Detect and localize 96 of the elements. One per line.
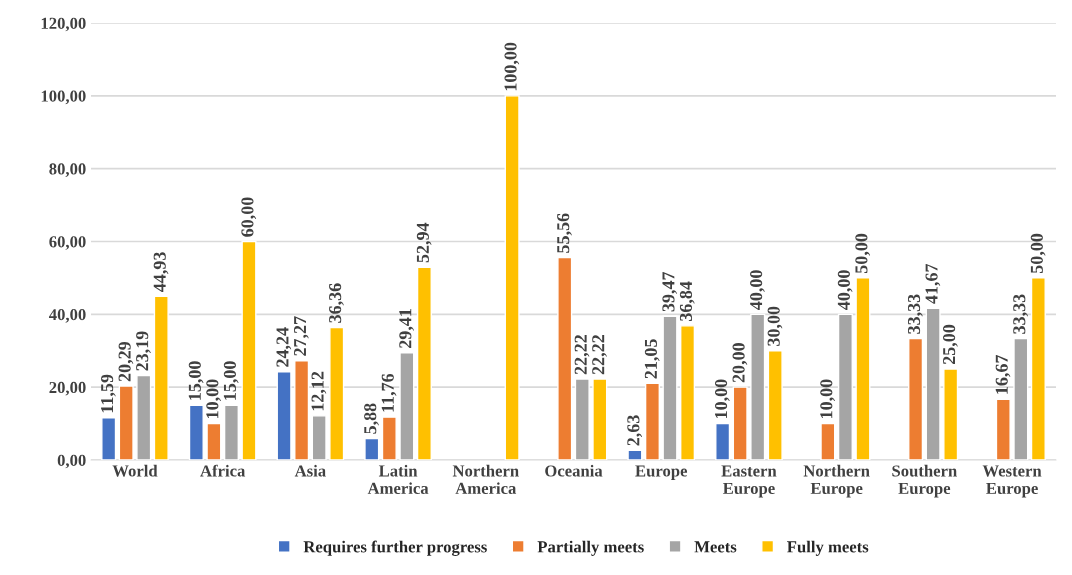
bar <box>399 352 415 460</box>
x-tick-label: Northern America <box>452 464 519 495</box>
bar <box>311 415 327 460</box>
data-label: 16,67 <box>995 354 1011 394</box>
data-label: 29,41 <box>399 309 415 348</box>
data-label: 12,12 <box>311 371 327 411</box>
data-label: 10,00 <box>206 379 222 418</box>
data-label: 11,59 <box>101 374 116 413</box>
legend-label: Partially meets <box>537 540 644 556</box>
bar <box>767 350 783 460</box>
data-label: 15,00 <box>188 361 204 400</box>
data-label: 41,67 <box>925 263 941 304</box>
x-tick-label: Europe <box>635 465 688 480</box>
bar <box>504 95 520 460</box>
legend-label: Fully meets <box>787 540 869 556</box>
data-label: 20,00 <box>732 343 748 383</box>
bar <box>820 422 836 460</box>
bar <box>627 449 643 460</box>
bar <box>908 337 924 460</box>
data-label: 44,93 <box>153 252 169 292</box>
x-tick-label: Southern Europe <box>892 464 957 498</box>
bar <box>855 277 871 460</box>
x-tick-label: Northern Europe <box>803 464 870 498</box>
legend-label: Requires further progress <box>303 540 487 556</box>
data-label: 11,76 <box>381 373 397 412</box>
data-label: 50,00 <box>855 233 871 274</box>
x-tick-label: Eastern Europe <box>721 465 777 498</box>
x-tick-label: Africa <box>200 464 246 477</box>
y-tick-label: 100,00 <box>41 90 86 105</box>
legend-label: Meets <box>694 541 737 553</box>
data-label: 22,22 <box>574 335 590 375</box>
bar <box>381 416 397 460</box>
data-label: 25,00 <box>943 324 958 365</box>
bar <box>188 404 204 460</box>
bar <box>715 422 731 460</box>
data-label: 27,27 <box>294 316 309 356</box>
data-label: 10,00 <box>820 379 836 418</box>
bar <box>1013 337 1029 460</box>
bar <box>732 386 748 460</box>
x-tick-label: Western Europe <box>982 465 1042 498</box>
bar <box>592 378 608 460</box>
y-tick-label: 120,00 <box>41 17 86 32</box>
bar <box>750 313 766 460</box>
data-label: 50,00 <box>1030 233 1046 274</box>
bar <box>136 374 152 460</box>
bar <box>557 256 573 460</box>
bar <box>118 385 134 460</box>
data-label: 55,56 <box>557 213 572 253</box>
bar <box>1030 277 1046 460</box>
data-label: 30,00 <box>767 306 783 346</box>
x-tick-label: World <box>112 464 158 477</box>
y-tick-label: 60,00 <box>49 236 86 250</box>
bar <box>837 313 853 460</box>
bar <box>574 378 590 460</box>
data-label: 23,19 <box>136 331 151 371</box>
data-label: 22,22 <box>592 335 607 375</box>
data-label: 36,36 <box>329 283 344 323</box>
bar <box>943 368 959 460</box>
bar <box>364 437 380 460</box>
x-tick-label: Oceania <box>545 464 603 477</box>
bar <box>101 417 117 460</box>
data-label: 24,24 <box>276 327 292 367</box>
bar <box>241 240 257 460</box>
x-tick-label: Asia <box>294 464 326 477</box>
data-label: 36,84 <box>679 281 695 321</box>
x-tick-label: Latin America <box>367 464 429 495</box>
y-tick-label: 0,00 <box>57 454 86 469</box>
data-label: 60,00 <box>241 197 257 237</box>
bar <box>644 382 660 460</box>
bar <box>276 371 292 460</box>
data-label: 2,63 <box>627 415 643 446</box>
data-label: 52,94 <box>416 222 432 263</box>
bar <box>925 307 941 460</box>
bar <box>680 325 696 460</box>
data-label: 40,00 <box>750 270 765 310</box>
y-tick-label: 80,00 <box>49 163 86 178</box>
y-tick-label: 20,00 <box>49 381 86 396</box>
y-tick-label: 40,00 <box>48 309 86 323</box>
bar <box>294 359 310 460</box>
data-label: 39,47 <box>662 271 678 312</box>
data-label: 33,33 <box>1013 294 1028 334</box>
bar <box>662 315 678 460</box>
bar <box>995 398 1011 460</box>
data-label: 100,00 <box>504 42 520 91</box>
bar <box>223 404 239 460</box>
data-label: 5,88 <box>364 403 379 434</box>
data-label: 33,33 <box>907 294 923 334</box>
data-label: 15,00 <box>223 361 239 400</box>
bar <box>153 295 169 460</box>
data-label: 40,00 <box>837 270 853 310</box>
bar <box>329 326 345 460</box>
data-label: 10,00 <box>714 379 730 418</box>
data-label: 21,05 <box>644 339 660 379</box>
bar <box>416 266 432 460</box>
data-label: 20,29 <box>118 341 134 382</box>
bar <box>206 422 222 460</box>
